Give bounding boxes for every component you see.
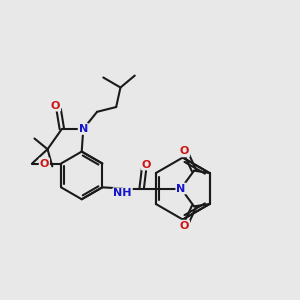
Text: N: N xyxy=(176,184,186,194)
Text: O: O xyxy=(142,160,151,170)
Text: N: N xyxy=(79,124,88,134)
Text: O: O xyxy=(40,158,49,169)
Text: O: O xyxy=(51,100,60,111)
Text: O: O xyxy=(180,146,189,156)
Text: O: O xyxy=(180,221,189,231)
Text: NH: NH xyxy=(113,188,132,198)
